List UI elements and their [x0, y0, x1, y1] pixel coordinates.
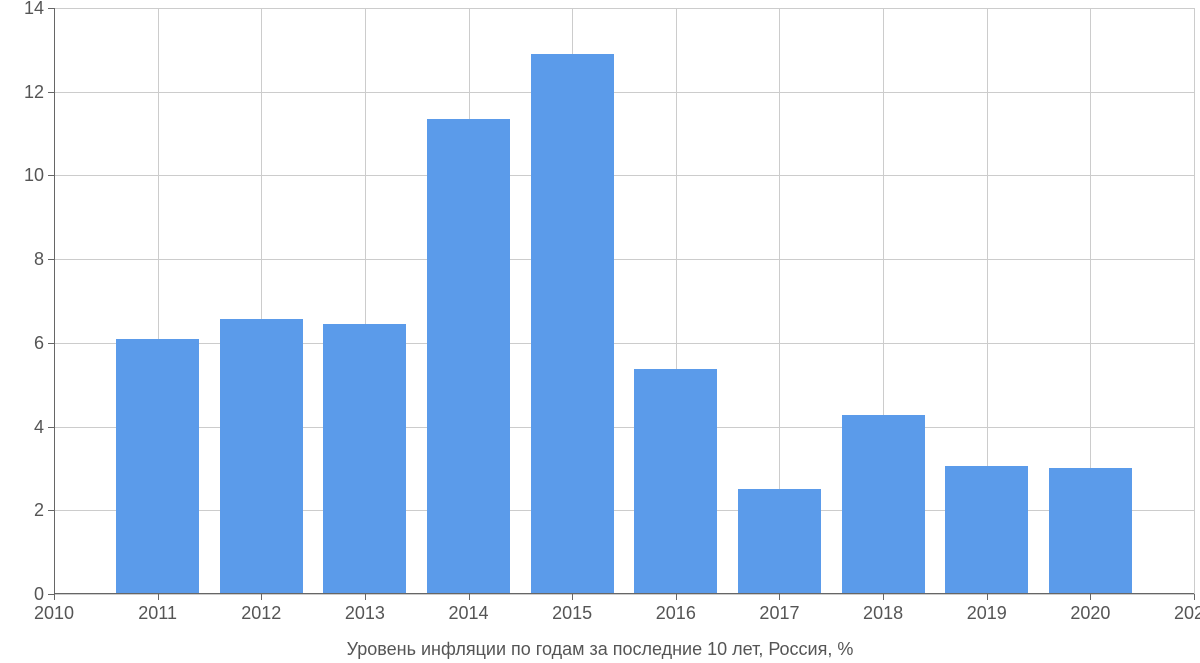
y-tick-label: 10 — [24, 166, 44, 184]
x-tick-label: 2016 — [656, 604, 696, 622]
x-tick-label: 2011 — [138, 604, 177, 622]
y-tick-label: 0 — [34, 585, 44, 603]
x-tick-mark — [365, 594, 366, 600]
y-tick-mark — [48, 259, 54, 260]
y-tick-mark — [48, 427, 54, 428]
x-tick-label: 2017 — [759, 604, 799, 622]
x-tick-mark — [1194, 594, 1195, 600]
x-tick-label: 2012 — [241, 604, 281, 622]
y-tick-mark — [48, 175, 54, 176]
axis-ticks-layer: 0 2 4 6 8 10 12 14 2010 2011 2012 2013 2014 2015 2016 2… — [0, 0, 1200, 663]
x-tick-label: 2020 — [1070, 604, 1110, 622]
y-tick-label: 12 — [24, 83, 44, 101]
y-tick-mark — [48, 8, 54, 9]
x-tick-mark — [261, 594, 262, 600]
chart-caption: Уровень инфляции по годам за последние 1… — [0, 640, 1200, 658]
x-tick-label: 2014 — [449, 604, 489, 622]
x-tick-mark — [676, 594, 677, 600]
x-tick-mark — [987, 594, 988, 600]
y-tick-label: 14 — [24, 0, 44, 17]
y-tick-label: 6 — [34, 334, 44, 352]
x-tick-label: 2021 — [1174, 604, 1200, 622]
y-tick-label: 2 — [34, 501, 44, 519]
x-tick-label: 2010 — [34, 604, 74, 622]
x-tick-label: 2019 — [967, 604, 1007, 622]
x-tick-label: 2015 — [552, 604, 592, 622]
y-tick-mark — [48, 343, 54, 344]
x-tick-mark — [779, 594, 780, 600]
x-tick-mark — [883, 594, 884, 600]
y-tick-label: 4 — [34, 418, 44, 436]
x-tick-label: 2018 — [863, 604, 903, 622]
y-tick-mark — [48, 92, 54, 93]
x-tick-mark — [158, 594, 159, 600]
x-tick-label: 2013 — [345, 604, 385, 622]
x-tick-mark — [469, 594, 470, 600]
x-tick-mark — [572, 594, 573, 600]
inflation-bar-chart: 0 2 4 6 8 10 12 14 2010 2011 2012 2013 2014 2015 2016 2… — [0, 0, 1200, 663]
x-tick-mark — [1090, 594, 1091, 600]
y-tick-label: 8 — [34, 250, 44, 268]
y-tick-mark — [48, 510, 54, 511]
x-tick-mark — [54, 594, 55, 600]
